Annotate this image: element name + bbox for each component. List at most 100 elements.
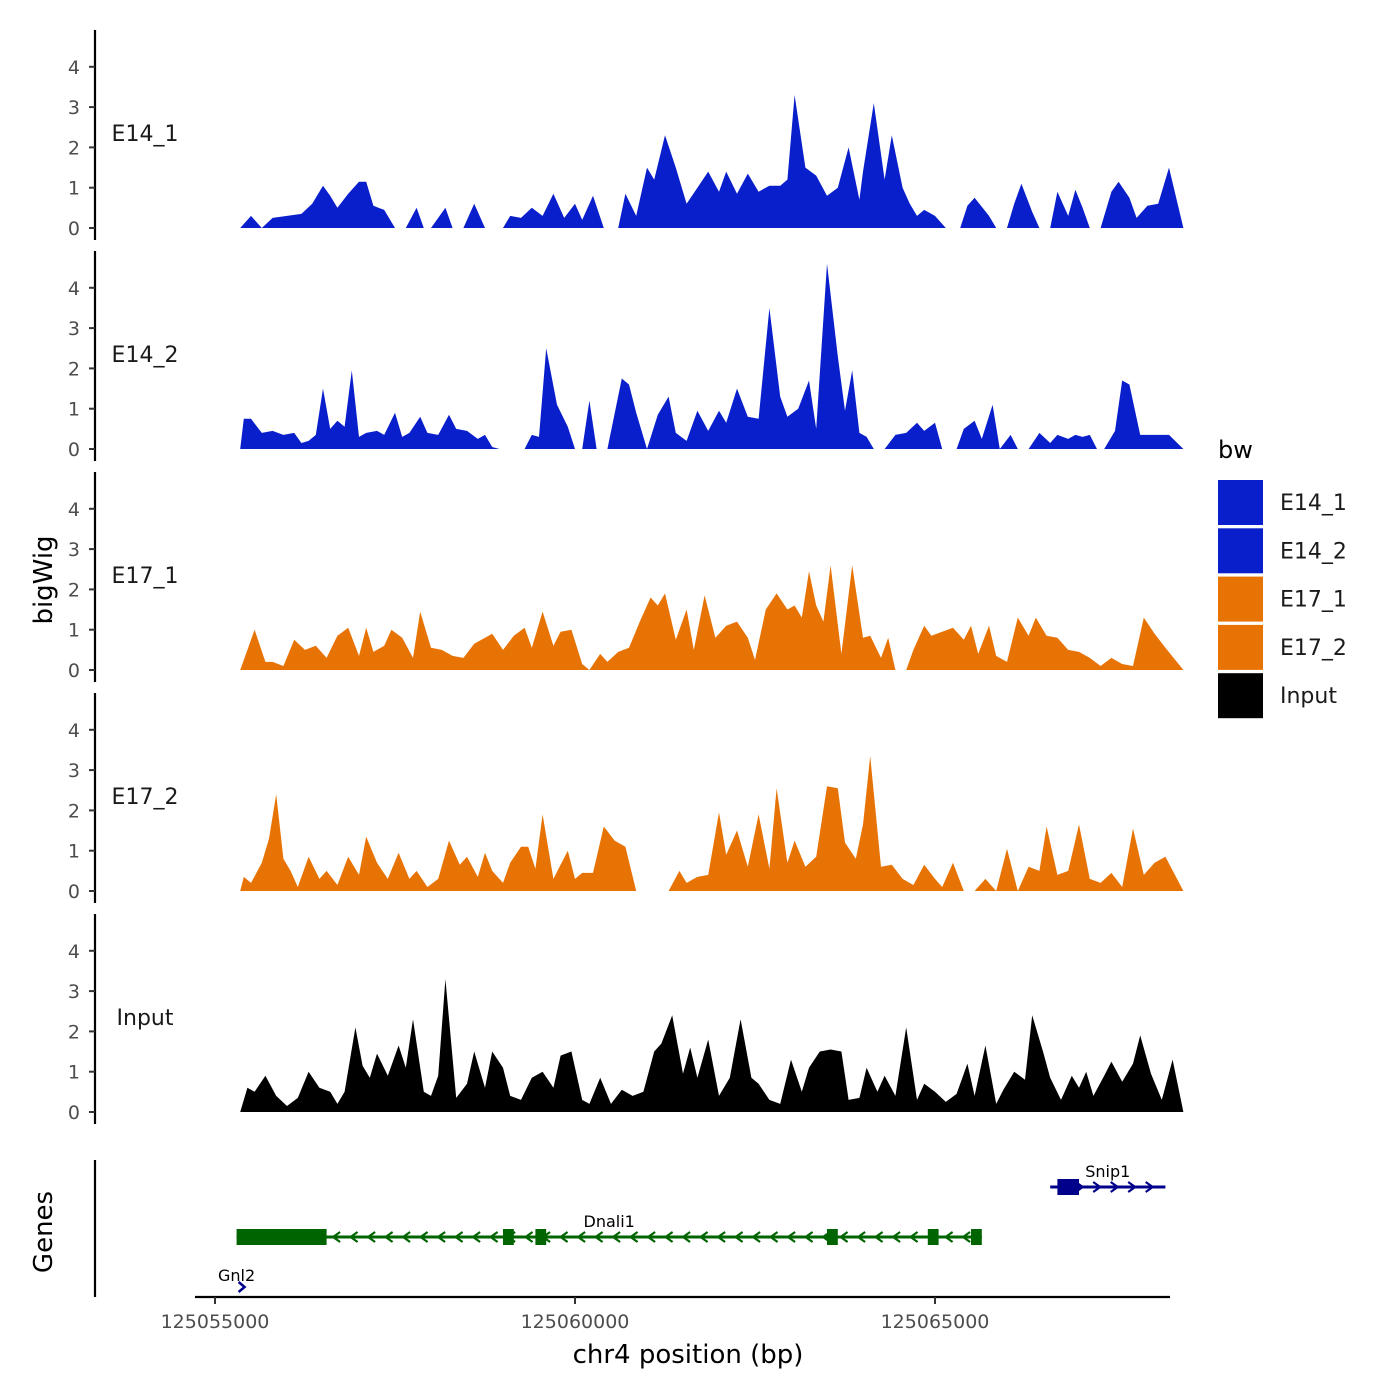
exon: [971, 1229, 982, 1245]
strand-arrow: [803, 1231, 814, 1243]
gene-Dnali1: Dnali1: [236, 1212, 982, 1245]
strand-arrow: [558, 1231, 569, 1243]
track-label: E17_2: [112, 785, 179, 810]
y-tick-label: 1: [68, 399, 80, 421]
exon: [927, 1229, 939, 1245]
legend-swatch: [1218, 673, 1263, 719]
strand-arrow: [237, 1281, 247, 1293]
y-tick-label: 2: [68, 800, 80, 822]
strand-arrow: [436, 1231, 446, 1243]
strand-arrow: [751, 1231, 761, 1243]
y-tick-label: 3: [68, 318, 80, 340]
gene-Gnl2: Gnl2: [218, 1266, 255, 1293]
genes-track-title: Genes: [29, 1191, 59, 1273]
legend-label: Input: [1280, 684, 1337, 709]
strand-arrow: [1092, 1181, 1103, 1193]
exon: [1057, 1179, 1079, 1195]
strand-arrow: [873, 1231, 884, 1243]
y-tick-label: 0: [68, 881, 80, 903]
exon: [827, 1229, 838, 1245]
strand-arrow: [348, 1231, 359, 1243]
strand-arrow: [418, 1231, 429, 1243]
gene-Snip1: Snip1: [1050, 1162, 1166, 1195]
legend-title: bw: [1218, 436, 1253, 464]
strand-arrow: [383, 1231, 394, 1243]
strand-arrow: [331, 1231, 341, 1243]
y-tick-label: 4: [68, 278, 80, 300]
legend-swatch: [1218, 528, 1263, 574]
legend: bw E14_1 E14_2 E17_1 E17_2 Input: [1218, 436, 1347, 719]
y-tick-label: 3: [68, 760, 80, 782]
track-panels: 0 1 2 3 4 E14_1 0 1 2 3 4 E14_2 0 1 2 3 4 E17_1 0 1 2 3 4 E17_2…: [68, 30, 1184, 1124]
strand-arrow: [576, 1231, 586, 1243]
area-E14_1: [240, 95, 1184, 228]
exon: [503, 1229, 514, 1245]
y-axis-title: bigWig: [29, 535, 59, 624]
legend-swatch: [1218, 624, 1263, 670]
y-tick-label: 1: [68, 178, 80, 200]
strand-arrow: [593, 1231, 604, 1243]
strand-arrow: [611, 1231, 621, 1243]
strand-arrow: [471, 1231, 481, 1243]
strand-arrow: [646, 1231, 656, 1243]
strand-arrow: [401, 1231, 411, 1243]
track-E17_2: 0 1 2 3 4 E17_2: [68, 693, 1184, 903]
x-axis-title: chr4 position (bp): [573, 1340, 804, 1370]
x-tick-label: 125060000: [521, 1311, 630, 1333]
strand-arrow: [453, 1231, 464, 1243]
track-E14_2: 0 1 2 3 4 E14_2: [68, 251, 1184, 461]
y-tick-label: 4: [68, 499, 80, 521]
y-tick-label: 2: [68, 1021, 80, 1043]
strand-arrow: [943, 1231, 954, 1243]
x-tick-label: 125065000: [881, 1311, 990, 1333]
strand-arrow: [698, 1231, 709, 1243]
strand-arrow: [628, 1231, 639, 1243]
y-tick-label: 4: [68, 57, 80, 79]
y-tick-label: 0: [68, 439, 80, 461]
y-tick-label: 3: [68, 981, 80, 1003]
gene-label: Gnl2: [218, 1266, 255, 1285]
strand-arrow: [1110, 1181, 1120, 1193]
exon: [236, 1229, 327, 1245]
strand-arrow: [786, 1231, 796, 1243]
y-tick-label: 0: [68, 1102, 80, 1124]
strand-arrow: [663, 1231, 674, 1243]
gene-label: Snip1: [1085, 1162, 1130, 1181]
strand-arrow: [488, 1231, 499, 1243]
strand-arrow: [1127, 1181, 1138, 1193]
track-label: E14_1: [112, 122, 179, 147]
area-Input: [240, 979, 1184, 1112]
track-label: E17_1: [112, 564, 179, 589]
legend-label: E14_1: [1280, 491, 1347, 516]
y-tick-label: 4: [68, 941, 80, 963]
x-axis: 125055000 125060000 125065000: [161, 1295, 1170, 1333]
gene-label: Dnali1: [584, 1212, 635, 1231]
track-label: E14_2: [112, 343, 179, 368]
track-Input: 0 1 2 3 4 Input: [68, 914, 1184, 1124]
strand-arrow: [733, 1231, 744, 1243]
strand-arrow: [366, 1231, 376, 1243]
area-E14_2: [240, 263, 1184, 449]
y-tick-label: 2: [68, 579, 80, 601]
strand-arrow: [681, 1231, 691, 1243]
strand-arrow: [961, 1231, 971, 1243]
strand-arrow: [716, 1231, 726, 1243]
strand-arrow: [908, 1231, 919, 1243]
legend-label: E17_2: [1280, 636, 1347, 661]
y-tick-label: 1: [68, 620, 80, 642]
strand-arrow: [1145, 1181, 1155, 1193]
y-tick-label: 1: [68, 1062, 80, 1084]
y-tick-label: 4: [68, 720, 80, 742]
y-tick-label: 2: [68, 358, 80, 380]
track-label: Input: [117, 1006, 174, 1031]
y-tick-label: 2: [68, 137, 80, 159]
track-E14_1: 0 1 2 3 4 E14_1: [68, 30, 1184, 240]
strand-arrow: [838, 1231, 849, 1243]
x-tick-label: 125055000: [161, 1311, 270, 1333]
y-tick-label: 3: [68, 97, 80, 119]
y-tick-label: 0: [68, 218, 80, 240]
legend-swatch: [1218, 480, 1263, 525]
legend-label: E17_1: [1280, 588, 1347, 613]
strand-arrow: [891, 1231, 901, 1243]
